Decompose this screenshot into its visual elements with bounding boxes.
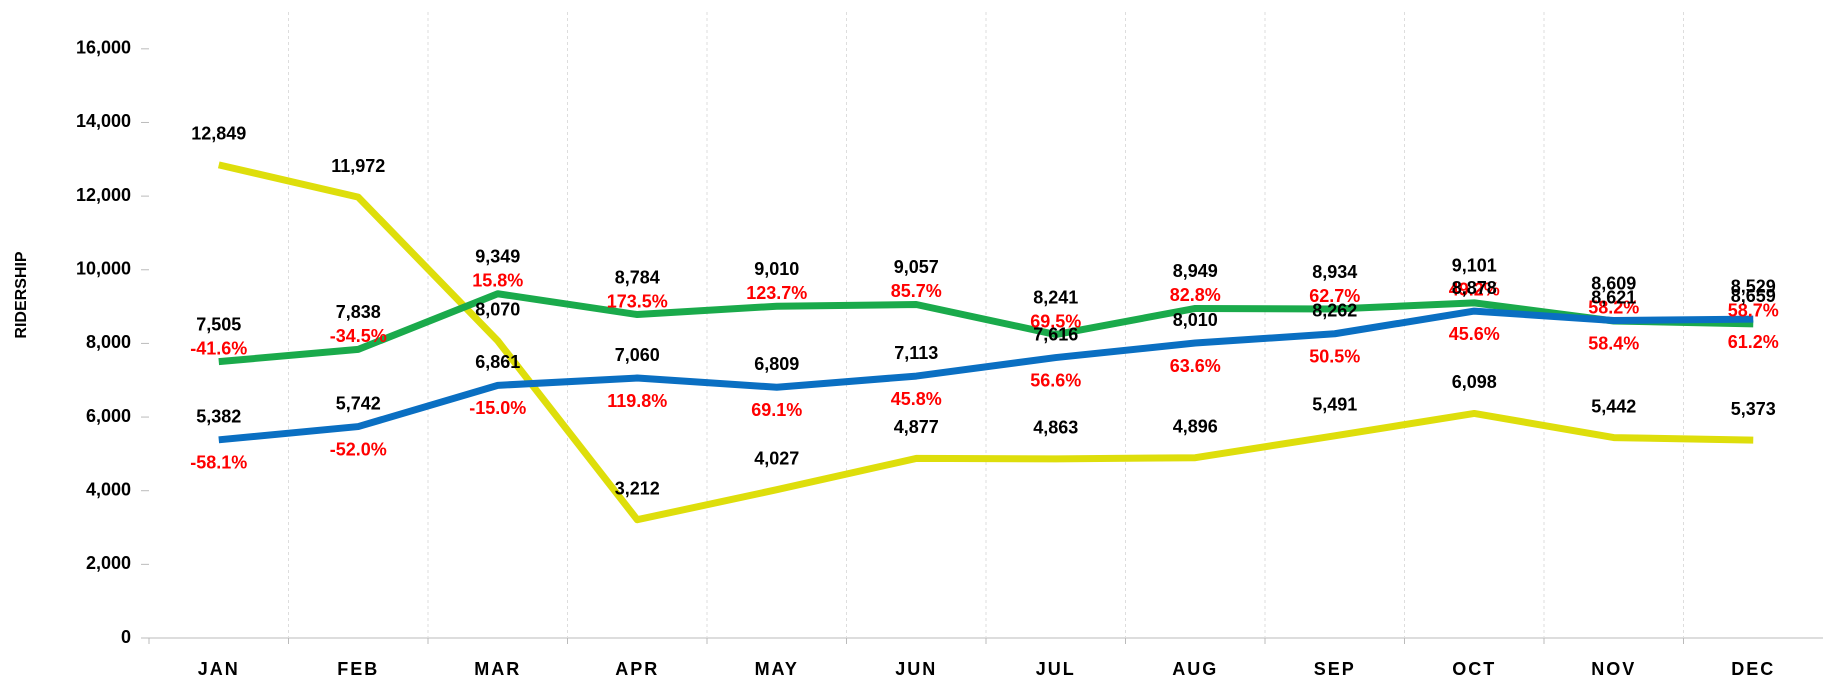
data-label: 8,010	[1173, 310, 1218, 330]
data-label: 8,621	[1591, 287, 1636, 307]
data-label: 8,878	[1452, 278, 1497, 298]
change-label: 61.2%	[1728, 332, 1779, 352]
change-label: 63.6%	[1170, 356, 1221, 376]
data-label: 7,838	[336, 302, 381, 322]
data-label: 6,861	[475, 352, 520, 372]
y-tick-label: 4,000	[86, 479, 131, 499]
data-label: 5,491	[1312, 395, 1357, 415]
x-tick-label: MAY	[755, 659, 799, 679]
data-label: 4,027	[754, 448, 799, 468]
data-label: 8,784	[615, 267, 660, 287]
x-tick-label: JUL	[1036, 659, 1076, 679]
change-label: 45.8%	[891, 389, 942, 409]
y-tick-label: 0	[121, 627, 131, 647]
change-label: -34.5%	[330, 326, 387, 346]
change-label: 69.1%	[751, 400, 802, 420]
change-label: -15.0%	[469, 398, 526, 418]
data-label: 7,616	[1033, 324, 1078, 344]
y-tick-label: 16,000	[76, 38, 131, 58]
data-label: 8,241	[1033, 287, 1078, 307]
data-label: 8,529	[1731, 277, 1776, 297]
data-label: 9,057	[894, 257, 939, 277]
data-label: 5,742	[336, 393, 381, 413]
data-label: 9,101	[1452, 256, 1497, 276]
x-tick-label: APR	[615, 659, 659, 679]
change-label: 82.8%	[1170, 285, 1221, 305]
data-label: 8,262	[1312, 301, 1357, 321]
series-line	[218, 307, 1754, 444]
x-tick-label: JAN	[198, 659, 240, 679]
change-label: 85.7%	[891, 281, 942, 301]
y-tick-label: 12,000	[76, 185, 131, 205]
data-label: 3,212	[615, 478, 660, 498]
change-label: 50.5%	[1309, 347, 1360, 367]
change-label: 58.2%	[1588, 298, 1639, 318]
data-label: 11,972	[331, 156, 385, 176]
y-tick-label: 2,000	[86, 553, 131, 573]
change-label: -52.0%	[330, 439, 387, 459]
y-tick-label: 14,000	[76, 111, 131, 131]
data-label: 4,896	[1173, 416, 1218, 436]
series-line	[218, 290, 1754, 366]
data-label: 12,849	[191, 124, 246, 144]
x-tick-label: JUN	[895, 659, 937, 679]
data-label: 6,809	[754, 354, 799, 374]
data-label: 8,609	[1591, 274, 1636, 294]
change-label: 62.7%	[1309, 286, 1360, 306]
change-label: 45.6%	[1449, 324, 1500, 344]
data-label: 8,070	[475, 300, 520, 320]
data-label: 5,382	[196, 407, 241, 427]
change-label: 58.4%	[1588, 333, 1639, 353]
change-label: 119.8%	[607, 391, 667, 411]
data-label: 9,010	[754, 259, 799, 279]
change-label: 15.8%	[472, 270, 523, 290]
y-tick-label: 8,000	[86, 332, 131, 352]
change-label: 173.5%	[607, 291, 668, 311]
change-label: 49.2%	[1449, 280, 1500, 300]
change-label: -41.6%	[190, 338, 247, 358]
data-label: 4,863	[1033, 418, 1078, 438]
x-tick-label: AUG	[1172, 659, 1218, 679]
y-tick-label: 6,000	[86, 406, 131, 426]
data-label: 9,349	[475, 246, 520, 266]
change-label: 123.7%	[746, 283, 807, 303]
data-label: 8,934	[1312, 262, 1357, 282]
change-label: 56.6%	[1030, 370, 1081, 390]
data-label: 4,877	[894, 417, 939, 437]
data-label: 7,060	[615, 345, 660, 365]
x-tick-label: MAR	[474, 659, 521, 679]
change-label: 69.5%	[1030, 311, 1081, 331]
data-label: 7,505	[196, 314, 241, 334]
data-label: 7,113	[894, 343, 938, 363]
y-tick-label: 10,000	[76, 259, 131, 279]
x-tick-label: SEP	[1314, 659, 1356, 679]
data-label: 5,373	[1731, 399, 1776, 419]
data-label: 5,442	[1591, 396, 1636, 416]
data-label: 8,659	[1731, 286, 1776, 306]
x-tick-label: OCT	[1452, 659, 1496, 679]
series-line	[217, 161, 1754, 524]
change-label: -58.1%	[190, 453, 247, 473]
change-label: 58.7%	[1728, 301, 1779, 321]
x-tick-label: DEC	[1731, 659, 1775, 679]
x-tick-label: FEB	[337, 659, 379, 679]
data-label: 8,949	[1173, 261, 1218, 281]
x-tick-label: NOV	[1591, 659, 1636, 679]
y-axis-label: RIDERSHIP	[13, 251, 30, 338]
data-label: 6,098	[1452, 372, 1497, 392]
